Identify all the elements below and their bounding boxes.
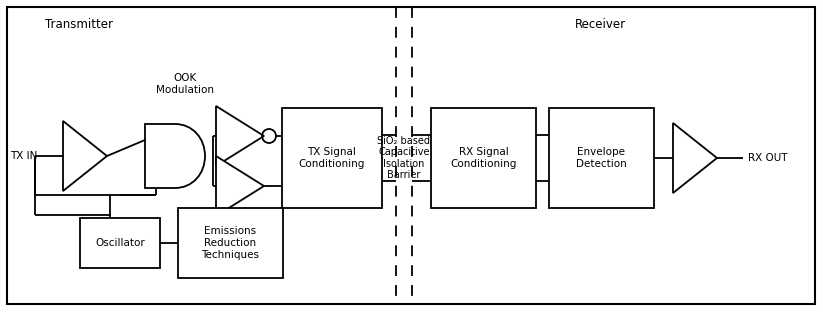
Bar: [178, 208, 283, 278]
PathPatch shape: [145, 124, 205, 188]
Bar: [549, 108, 654, 208]
Polygon shape: [216, 156, 264, 216]
Bar: [80, 218, 160, 268]
Text: OOK
Modulation: OOK Modulation: [156, 73, 214, 95]
Polygon shape: [63, 121, 107, 191]
Text: Envelope
Detection: Envelope Detection: [576, 147, 627, 169]
Text: RX Signal
Conditioning: RX Signal Conditioning: [450, 147, 517, 169]
Text: RX OUT: RX OUT: [748, 153, 788, 163]
Text: Emissions
Reduction
Techniques: Emissions Reduction Techniques: [202, 227, 259, 260]
Text: Transmitter: Transmitter: [45, 18, 113, 31]
Text: TX Signal
Conditioning: TX Signal Conditioning: [299, 147, 365, 169]
Text: Receiver: Receiver: [575, 18, 626, 31]
Text: TX IN: TX IN: [10, 151, 37, 161]
Bar: [282, 108, 382, 208]
Polygon shape: [673, 123, 717, 193]
Text: SiO₂ based
Capacitive
Isolation
Barrier: SiO₂ based Capacitive Isolation Barrier: [378, 136, 430, 180]
Text: Oscillator: Oscillator: [95, 238, 145, 248]
Polygon shape: [216, 106, 264, 166]
Bar: [431, 108, 536, 208]
